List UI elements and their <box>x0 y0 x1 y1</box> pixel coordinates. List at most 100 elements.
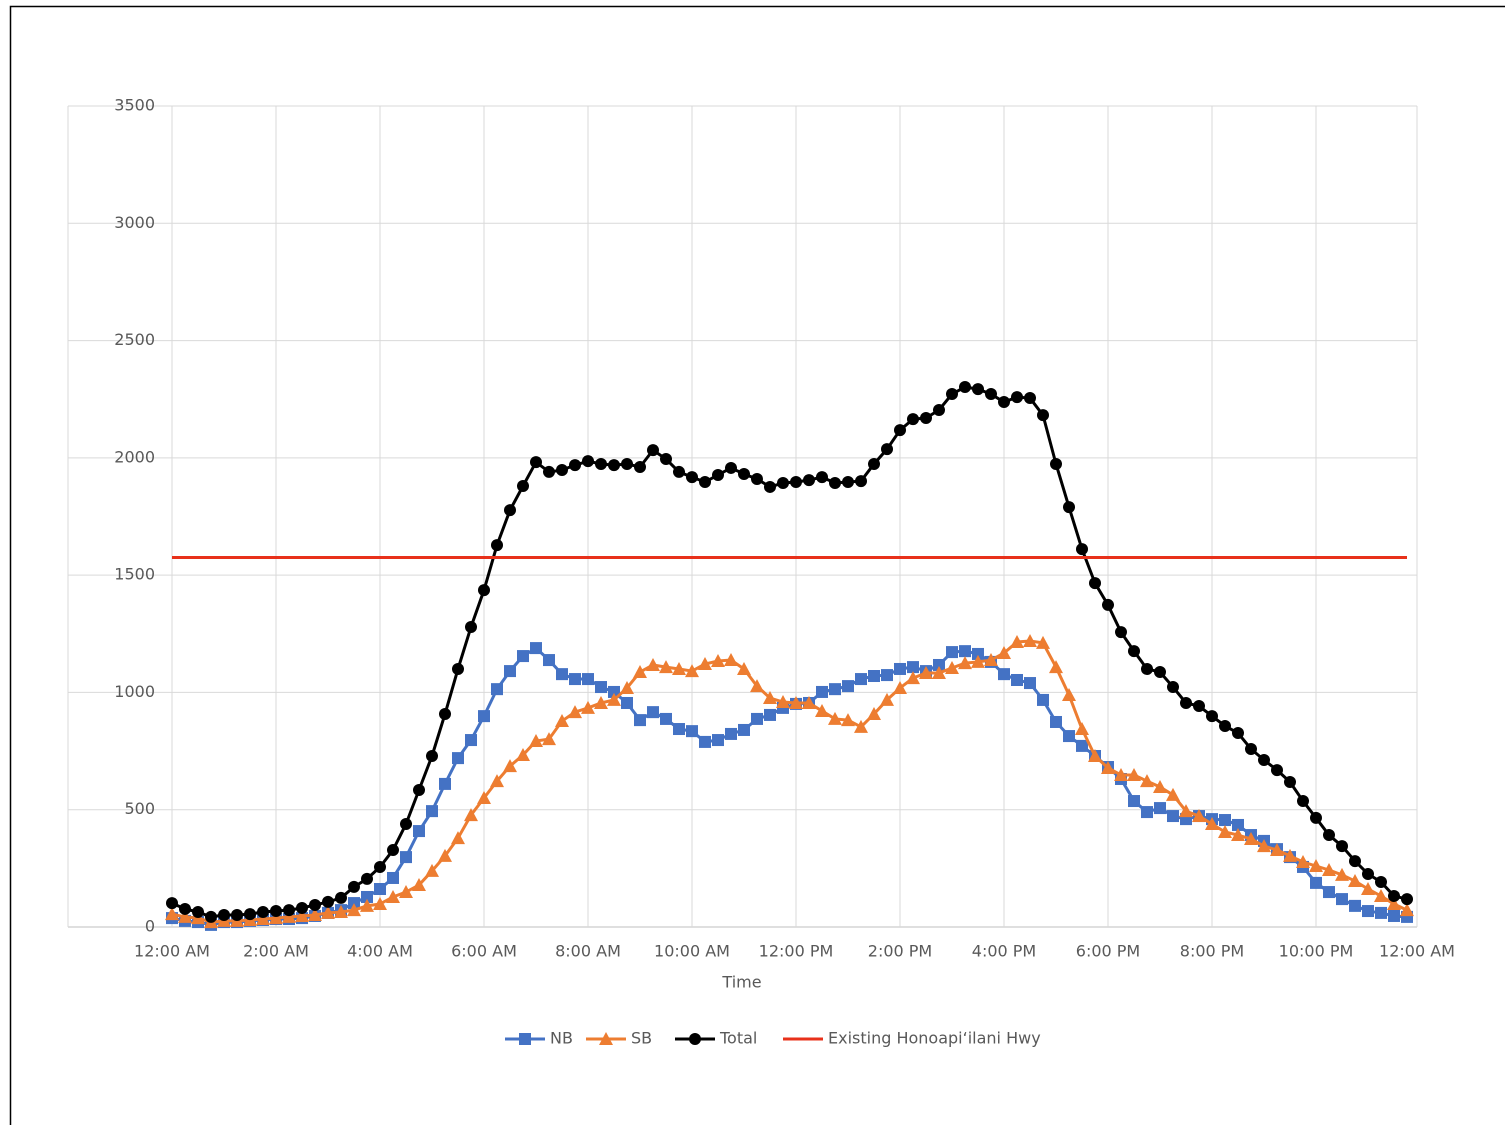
marker <box>971 654 985 668</box>
marker <box>426 749 438 762</box>
marker <box>1310 876 1322 889</box>
marker <box>1037 409 1049 422</box>
marker <box>556 668 568 681</box>
marker <box>465 620 477 633</box>
marker <box>906 671 920 685</box>
marker <box>725 727 737 740</box>
marker <box>1154 802 1166 815</box>
marker <box>919 665 933 679</box>
marker <box>1023 634 1037 648</box>
marker <box>543 465 555 478</box>
marker <box>400 818 412 831</box>
marker <box>737 661 751 675</box>
marker <box>660 712 672 725</box>
marker <box>984 653 998 667</box>
marker <box>1154 666 1166 679</box>
marker <box>1284 776 1296 789</box>
marker <box>699 735 711 748</box>
marker <box>1101 760 1115 774</box>
y-tick-label: 1000 <box>114 682 155 701</box>
marker <box>815 703 829 717</box>
marker <box>1232 727 1244 740</box>
marker <box>556 464 568 477</box>
marker <box>855 475 867 488</box>
marker <box>1271 764 1283 777</box>
marker <box>1128 795 1140 808</box>
marker <box>1401 893 1413 906</box>
marker <box>881 443 893 456</box>
marker <box>413 825 425 838</box>
marker <box>1167 810 1179 823</box>
marker <box>439 708 451 721</box>
marker <box>477 790 491 804</box>
marker <box>1387 897 1401 911</box>
marker <box>308 908 322 922</box>
marker <box>347 903 361 917</box>
marker <box>165 907 179 921</box>
marker <box>646 657 660 671</box>
marker <box>854 719 868 733</box>
marker <box>959 381 971 394</box>
marker <box>1232 818 1244 831</box>
legend-label: SB <box>631 1029 652 1048</box>
marker <box>620 680 634 694</box>
marker <box>1180 696 1192 709</box>
y-tick-label: 2500 <box>114 330 155 349</box>
marker <box>1036 635 1050 649</box>
marker <box>296 901 308 914</box>
marker <box>426 805 438 818</box>
marker <box>1361 881 1375 895</box>
marker <box>790 476 802 489</box>
marker <box>1258 753 1270 766</box>
marker <box>334 904 348 918</box>
marker <box>1219 719 1231 732</box>
marker <box>894 424 906 437</box>
marker <box>282 909 296 923</box>
marker <box>803 474 815 487</box>
marker <box>491 683 503 696</box>
marker <box>439 777 451 790</box>
marker <box>530 456 542 469</box>
marker <box>1063 501 1075 514</box>
marker <box>789 695 803 709</box>
marker <box>920 411 932 424</box>
marker <box>594 695 608 709</box>
marker <box>1075 722 1089 736</box>
marker <box>712 734 724 747</box>
marker <box>504 665 516 678</box>
marker <box>595 457 607 470</box>
x-tick-label: 8:00 AM <box>555 942 621 961</box>
series-line <box>171 639 1408 924</box>
marker <box>218 909 230 922</box>
marker <box>881 669 893 682</box>
x-tick-label: 4:00 AM <box>347 942 413 961</box>
y-tick-label: 1500 <box>114 565 155 584</box>
x-tick-label: 4:00 PM <box>972 942 1036 961</box>
marker <box>517 480 529 493</box>
x-tick-label: 10:00 PM <box>1279 942 1354 961</box>
marker <box>1037 693 1049 706</box>
marker <box>711 653 725 667</box>
marker <box>1062 688 1076 702</box>
marker <box>750 679 764 693</box>
marker <box>270 905 282 918</box>
marker <box>842 476 854 489</box>
marker <box>776 695 790 709</box>
marker <box>1115 626 1127 639</box>
x-axis-title: Time <box>721 973 761 992</box>
marker <box>373 897 387 911</box>
marker <box>543 654 555 667</box>
marker <box>321 905 335 919</box>
marker <box>1244 832 1258 846</box>
marker <box>1050 457 1062 470</box>
marker <box>608 685 620 698</box>
marker <box>725 461 737 474</box>
marker <box>738 468 750 481</box>
marker <box>621 696 633 709</box>
series <box>166 642 1413 931</box>
marker <box>257 905 269 918</box>
marker <box>360 898 374 912</box>
marker <box>608 459 620 472</box>
marker <box>998 668 1010 681</box>
marker <box>569 459 581 472</box>
